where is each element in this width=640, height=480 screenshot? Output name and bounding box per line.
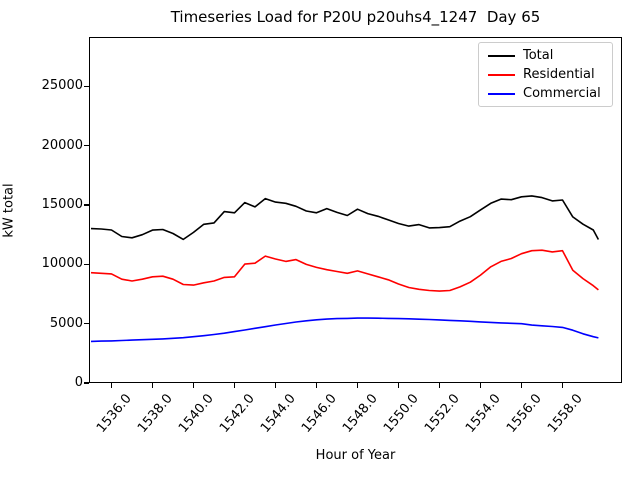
x-tick-mark — [315, 383, 318, 388]
x-tick-mark — [356, 383, 359, 388]
y-tick-label: 10000 — [41, 256, 83, 272]
y-tick-mark — [84, 382, 89, 384]
x-tick-mark — [151, 383, 154, 388]
chart-title: Timeseries Load for P20U p20uhs4_1247 Da… — [170, 8, 541, 26]
legend-item-total: Total — [479, 47, 612, 65]
legend-line-sample — [488, 73, 515, 76]
x-tick-mark — [438, 383, 441, 388]
y-tick-label: 5000 — [49, 315, 83, 331]
x-axis-label: Hour of Year — [315, 448, 396, 463]
legend-line-sample — [488, 54, 515, 57]
legend-line-sample — [488, 92, 515, 95]
y-axis-label: kW total — [1, 183, 17, 238]
x-tick-mark — [561, 383, 564, 388]
legend-item-commercial: Commercial — [479, 85, 612, 103]
y-tick-label: 25000 — [41, 78, 83, 94]
legend-label: Commercial — [523, 86, 601, 101]
y-tick-mark — [84, 263, 89, 265]
y-tick-label: 0 — [74, 375, 83, 390]
x-tick-mark — [192, 383, 195, 388]
y-tick-label: 15000 — [41, 197, 83, 213]
y-tick-mark — [84, 323, 89, 325]
y-tick-mark — [84, 145, 89, 147]
legend-label: Total — [523, 48, 554, 63]
x-tick-mark — [479, 383, 482, 388]
x-tick-mark — [274, 383, 277, 388]
legend: Total Residential Commercial — [478, 42, 613, 107]
x-tick-mark — [397, 383, 400, 388]
y-tick-mark — [84, 204, 89, 206]
y-tick-mark — [84, 85, 89, 88]
legend-item-residential: Residential — [479, 66, 612, 84]
y-tick-label: 20000 — [41, 137, 83, 153]
x-tick-mark — [520, 383, 523, 388]
x-tick-mark — [233, 383, 236, 388]
legend-label: Residential — [523, 67, 595, 82]
x-tick-mark — [110, 383, 113, 388]
